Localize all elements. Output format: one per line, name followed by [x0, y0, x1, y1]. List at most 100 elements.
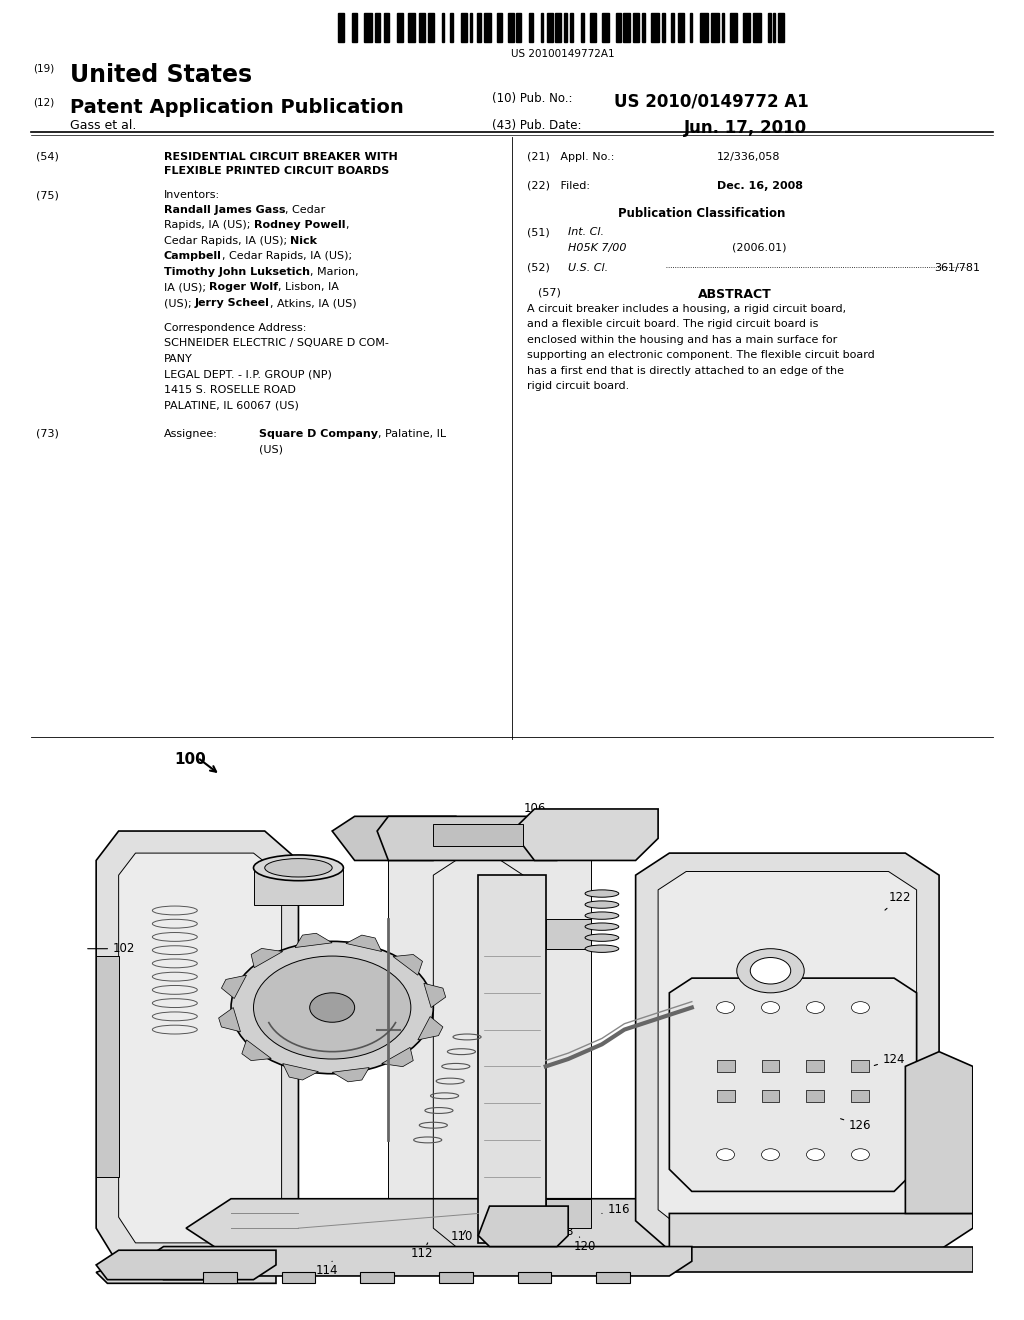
Text: (10) Pub. No.:: (10) Pub. No.:	[492, 92, 572, 106]
Text: (73): (73)	[36, 429, 58, 438]
Bar	[642, 13, 645, 42]
Text: , Lisbon, IA: , Lisbon, IA	[279, 282, 339, 293]
Polygon shape	[186, 1199, 815, 1258]
Text: (54): (54)	[36, 152, 58, 162]
Polygon shape	[905, 1052, 973, 1213]
Text: , Cedar: , Cedar	[286, 205, 326, 215]
Ellipse shape	[585, 923, 618, 931]
Text: Campbell: Campbell	[164, 251, 222, 261]
Bar	[477, 13, 481, 42]
Text: 108: 108	[496, 1210, 523, 1224]
Text: supporting an electronic component. The flexible circuit board: supporting an electronic component. The …	[527, 350, 876, 360]
Text: , Palatine, IL: , Palatine, IL	[378, 429, 446, 438]
Bar	[497, 13, 502, 42]
Bar	[375, 13, 380, 42]
Text: (US);: (US);	[164, 298, 195, 308]
Polygon shape	[596, 1272, 630, 1283]
Text: (57): (57)	[538, 288, 560, 298]
Polygon shape	[141, 1246, 692, 1276]
Circle shape	[807, 1002, 824, 1014]
Bar	[651, 13, 659, 42]
Ellipse shape	[585, 890, 618, 898]
Text: US 20100149772A1: US 20100149772A1	[511, 49, 615, 59]
Text: (75): (75)	[36, 190, 58, 201]
Text: (22)   Filed:: (22) Filed:	[527, 181, 591, 191]
Text: 120: 120	[573, 1237, 596, 1253]
Text: LEGAL DEPT. - I.P. GROUP (NP): LEGAL DEPT. - I.P. GROUP (NP)	[164, 370, 332, 380]
Text: PALATINE, IL 60067 (US): PALATINE, IL 60067 (US)	[164, 401, 299, 411]
Bar	[451, 13, 454, 42]
Text: 126: 126	[841, 1119, 871, 1131]
Bar	[338, 13, 344, 42]
Ellipse shape	[254, 855, 343, 880]
Bar	[690, 13, 692, 42]
Bar	[711, 13, 719, 42]
Polygon shape	[418, 1016, 443, 1040]
Text: 361/781: 361/781	[934, 263, 980, 273]
Ellipse shape	[585, 900, 618, 908]
Bar	[484, 13, 490, 42]
Text: has a first end that is directly attached to an edge of the: has a first end that is directly attache…	[527, 366, 845, 376]
Bar	[773, 13, 775, 42]
Bar	[419, 13, 425, 42]
Text: Assignee:: Assignee:	[164, 429, 218, 438]
Text: 118: 118	[551, 1225, 573, 1238]
Text: SCHNEIDER ELECTRIC / SQUARE D COM-: SCHNEIDER ELECTRIC / SQUARE D COM-	[164, 338, 389, 348]
Bar	[516, 13, 521, 42]
Circle shape	[737, 949, 804, 993]
Polygon shape	[393, 954, 423, 975]
Polygon shape	[658, 871, 916, 1232]
Polygon shape	[254, 867, 343, 904]
Polygon shape	[283, 1064, 318, 1080]
Polygon shape	[517, 1272, 551, 1283]
Polygon shape	[807, 1060, 824, 1072]
Text: 102: 102	[88, 942, 135, 956]
Polygon shape	[219, 1007, 241, 1032]
Polygon shape	[346, 935, 382, 952]
Polygon shape	[512, 809, 658, 861]
Bar	[528, 13, 534, 42]
Bar	[678, 13, 684, 42]
Bar	[768, 13, 771, 42]
Text: Cedar Rapids, IA (US);: Cedar Rapids, IA (US);	[164, 236, 291, 246]
Bar	[408, 13, 416, 42]
Polygon shape	[478, 1206, 568, 1246]
Bar	[777, 13, 783, 42]
Text: Jerry Scheel: Jerry Scheel	[195, 298, 270, 308]
Polygon shape	[851, 1090, 869, 1102]
Text: Timothy John Luksetich: Timothy John Luksetich	[164, 267, 310, 277]
Circle shape	[231, 941, 433, 1073]
Bar	[753, 13, 761, 42]
Bar	[633, 13, 639, 42]
Polygon shape	[382, 1047, 414, 1067]
Polygon shape	[221, 975, 247, 998]
Text: 104: 104	[290, 873, 321, 888]
Polygon shape	[762, 1060, 779, 1072]
Bar	[672, 13, 675, 42]
Bar	[742, 13, 751, 42]
Polygon shape	[96, 1250, 276, 1279]
Text: 1415 S. ROSELLE ROAD: 1415 S. ROSELLE ROAD	[164, 385, 296, 395]
Bar	[428, 13, 434, 42]
Bar	[470, 13, 472, 42]
Text: IA (US);: IA (US);	[164, 282, 209, 293]
Polygon shape	[424, 983, 445, 1007]
Polygon shape	[96, 832, 298, 1265]
Polygon shape	[478, 875, 546, 1243]
Bar	[461, 13, 467, 42]
Text: Roger Wolf: Roger Wolf	[209, 282, 279, 293]
Circle shape	[807, 1148, 824, 1160]
Bar	[564, 13, 567, 42]
Circle shape	[717, 1148, 734, 1160]
Polygon shape	[807, 1090, 824, 1102]
Bar	[616, 13, 621, 42]
Bar	[624, 13, 630, 42]
Ellipse shape	[585, 935, 618, 941]
Text: H05K 7/00: H05K 7/00	[568, 243, 627, 253]
Text: 100: 100	[174, 752, 206, 767]
Circle shape	[717, 1002, 734, 1014]
Circle shape	[851, 1148, 869, 1160]
Polygon shape	[670, 1213, 973, 1250]
Text: Inventors:: Inventors:	[164, 190, 220, 201]
Bar	[722, 13, 724, 42]
